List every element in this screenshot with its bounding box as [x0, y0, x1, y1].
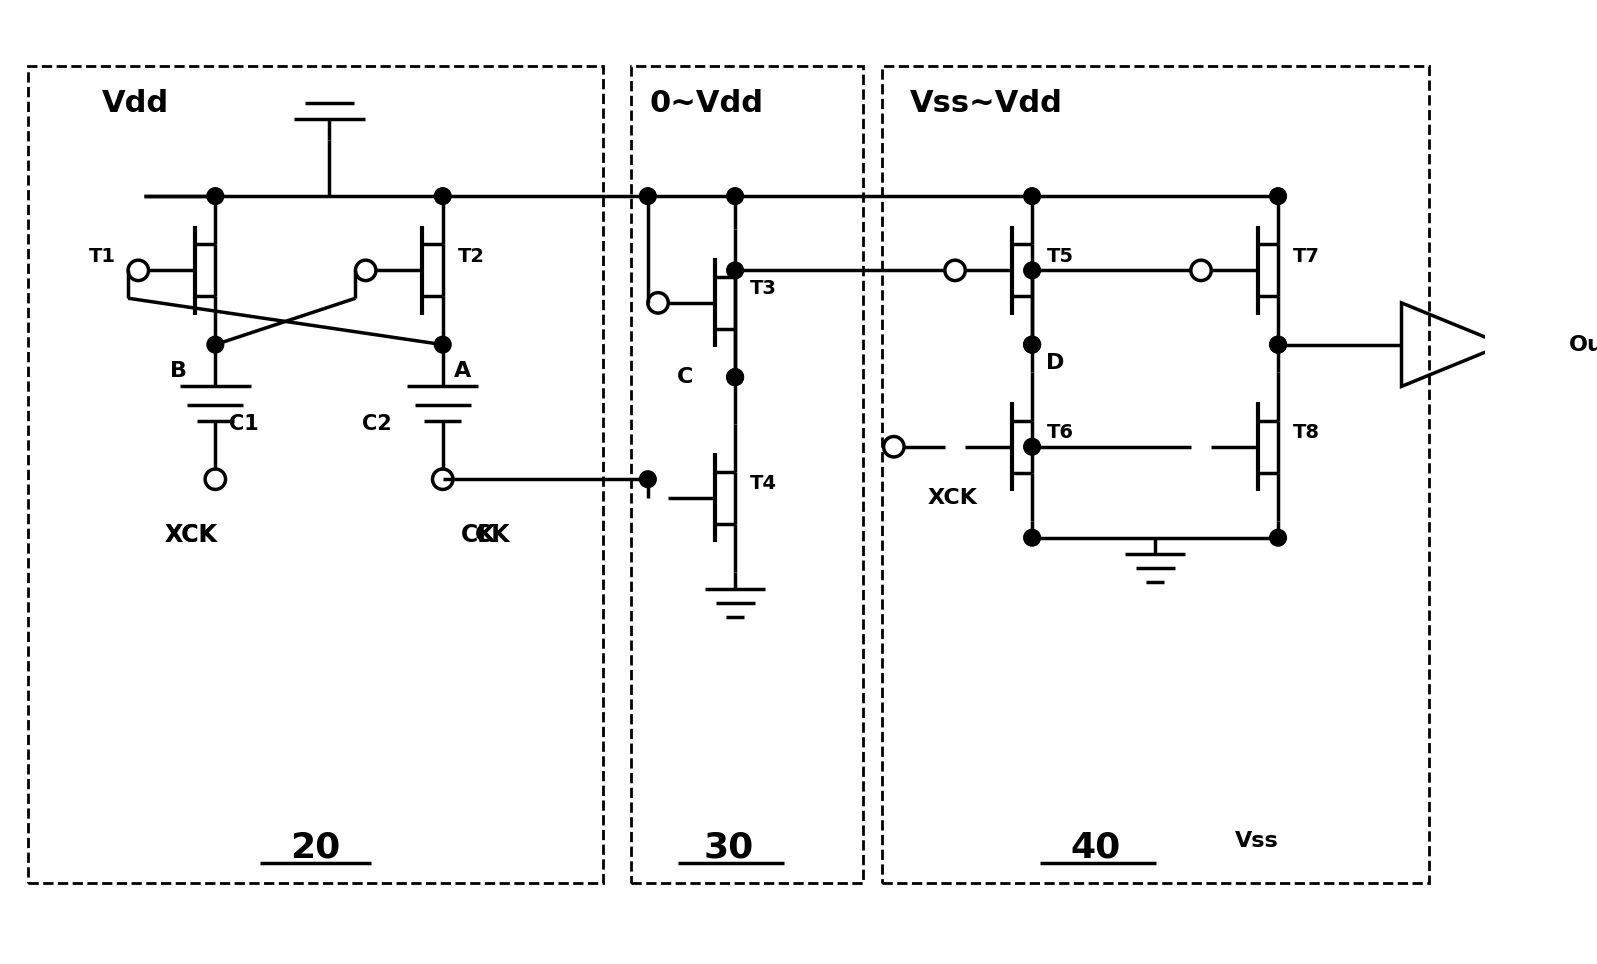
Text: XCK: XCK — [164, 522, 217, 547]
Circle shape — [1270, 336, 1287, 353]
Text: T2: T2 — [458, 247, 484, 266]
Text: T6: T6 — [1048, 423, 1073, 442]
Circle shape — [1270, 336, 1287, 353]
Text: B: B — [171, 361, 187, 381]
Circle shape — [1270, 529, 1287, 546]
Text: XCK: XCK — [164, 522, 217, 547]
Circle shape — [434, 188, 450, 204]
Text: Vss: Vss — [1234, 831, 1278, 851]
Text: T4: T4 — [751, 474, 778, 494]
Text: 0~Vdd: 0~Vdd — [650, 89, 763, 118]
Circle shape — [434, 336, 450, 353]
Circle shape — [208, 188, 224, 204]
Text: T8: T8 — [1294, 423, 1319, 442]
Text: 30: 30 — [703, 831, 754, 865]
Circle shape — [1024, 262, 1041, 279]
Circle shape — [1024, 188, 1041, 204]
Circle shape — [727, 369, 744, 386]
Bar — [631, 67, 862, 883]
Circle shape — [639, 470, 656, 488]
Text: Out: Out — [1568, 335, 1597, 355]
Bar — [882, 67, 1429, 883]
Circle shape — [1024, 529, 1041, 546]
Text: C: C — [677, 367, 693, 388]
Text: A: A — [454, 361, 471, 381]
Text: C1: C1 — [230, 414, 259, 434]
Text: CK: CK — [462, 522, 497, 547]
Text: T5: T5 — [1048, 247, 1073, 266]
Circle shape — [639, 188, 656, 204]
Text: Vss~Vdd: Vss~Vdd — [910, 89, 1062, 118]
Text: T1: T1 — [89, 247, 117, 266]
Text: Vdd: Vdd — [102, 89, 169, 118]
Text: CK: CK — [476, 522, 511, 547]
Circle shape — [1024, 439, 1041, 455]
Bar — [27, 67, 604, 883]
Text: C2: C2 — [363, 414, 391, 434]
Text: D: D — [1046, 353, 1064, 373]
Circle shape — [208, 336, 224, 353]
Text: T7: T7 — [1294, 247, 1319, 266]
Circle shape — [727, 188, 744, 204]
Text: 40: 40 — [1070, 831, 1121, 865]
Text: T3: T3 — [751, 280, 776, 299]
Circle shape — [1270, 188, 1287, 204]
Circle shape — [1024, 336, 1041, 353]
Circle shape — [727, 262, 744, 279]
Text: 20: 20 — [291, 831, 340, 865]
Circle shape — [1024, 336, 1041, 353]
Circle shape — [727, 369, 744, 386]
Text: XCK: XCK — [928, 488, 977, 508]
